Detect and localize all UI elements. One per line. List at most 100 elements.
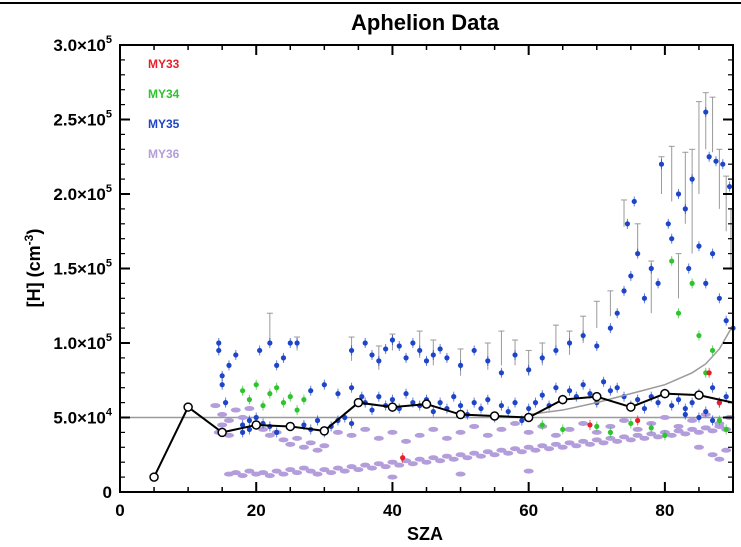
data-point	[571, 443, 582, 449]
y-tick-label: 2.0×105	[53, 183, 112, 204]
data-point	[564, 440, 575, 446]
y-axis-label-exponent: -3	[22, 234, 36, 245]
data-point	[703, 280, 709, 286]
data-point	[216, 340, 222, 346]
data-point	[682, 405, 688, 412]
data-point	[523, 429, 534, 435]
data-point	[614, 385, 620, 391]
data-point	[587, 391, 593, 397]
data-point	[305, 440, 316, 446]
y-tick-label: 3.0×105	[53, 34, 112, 55]
data-point	[292, 470, 303, 476]
x-tick-label: 80	[655, 501, 674, 520]
data-point	[240, 422, 246, 428]
data-point	[628, 420, 634, 427]
x-tick-label: 60	[519, 501, 538, 520]
data-point	[264, 473, 275, 479]
data-point	[253, 382, 259, 388]
data-point	[723, 318, 729, 324]
data-point	[516, 449, 527, 455]
data-point	[216, 347, 222, 354]
data-point	[655, 280, 661, 286]
data-point	[503, 450, 514, 456]
data-point	[580, 382, 586, 388]
data-point	[632, 432, 643, 438]
data-point	[485, 358, 491, 364]
data-point	[285, 441, 296, 447]
data-point	[621, 288, 627, 294]
data-point	[223, 417, 234, 423]
data-point	[246, 417, 253, 424]
data-point	[703, 408, 709, 415]
data-point	[417, 347, 423, 354]
data-point	[619, 417, 630, 423]
data-point	[414, 456, 425, 462]
data-point	[584, 441, 595, 447]
data-point	[566, 340, 573, 346]
data-point	[641, 295, 648, 301]
data-point	[580, 332, 586, 339]
data-point	[353, 467, 364, 473]
data-point	[721, 447, 732, 453]
binned-mean-layer	[149, 388, 734, 482]
series-my35	[216, 107, 736, 438]
data-point	[237, 473, 248, 479]
data-point	[414, 432, 425, 438]
data-point	[298, 444, 309, 450]
data-point	[510, 446, 521, 452]
data-point	[387, 429, 398, 435]
data-point	[292, 435, 303, 441]
data-point	[387, 459, 398, 465]
data-point	[389, 337, 396, 343]
data-point	[689, 176, 695, 182]
data-point	[635, 397, 641, 403]
data-point	[230, 407, 241, 413]
y-tick-label: 0	[103, 483, 112, 502]
data-point	[709, 347, 716, 354]
data-point	[301, 397, 307, 403]
data-point	[482, 432, 493, 438]
data-point	[387, 474, 398, 480]
data-point	[496, 447, 507, 453]
data-point	[244, 406, 255, 412]
data-point	[285, 467, 296, 473]
data-point	[373, 435, 384, 441]
data-point	[587, 422, 593, 428]
legend-my36: MY36	[148, 147, 180, 161]
data-point	[550, 441, 561, 447]
data-point	[423, 358, 430, 364]
legend: MY33 MY34 MY35 MY36	[148, 57, 180, 161]
data-point	[539, 422, 545, 428]
data-point	[700, 425, 711, 431]
data-point	[373, 461, 384, 467]
data-point	[332, 465, 343, 471]
data-point	[696, 414, 702, 421]
binned-mean-marker	[626, 402, 636, 412]
data-point	[314, 417, 321, 424]
data-point	[319, 443, 330, 449]
binned-mean-marker	[217, 427, 227, 438]
data-point	[560, 426, 566, 433]
data-point	[258, 426, 269, 432]
data-point	[444, 355, 450, 361]
x-tick-label: 0	[115, 501, 124, 520]
x-axis-label: SZA	[407, 524, 443, 544]
data-point	[346, 464, 357, 470]
data-point	[451, 394, 457, 400]
data-point	[407, 461, 418, 467]
data-point	[512, 352, 518, 358]
data-point	[687, 417, 698, 423]
data-point	[689, 280, 695, 286]
data-point	[294, 340, 300, 346]
data-point	[258, 470, 269, 476]
data-point	[530, 447, 541, 453]
data-point	[625, 437, 636, 443]
y-tick-label: 1.0×105	[53, 332, 112, 353]
x-tick-label: 20	[247, 501, 266, 520]
data-point	[448, 456, 459, 462]
data-point	[287, 394, 293, 400]
binned-mean-marker	[183, 402, 193, 412]
data-point	[280, 400, 287, 406]
data-point	[359, 394, 365, 400]
